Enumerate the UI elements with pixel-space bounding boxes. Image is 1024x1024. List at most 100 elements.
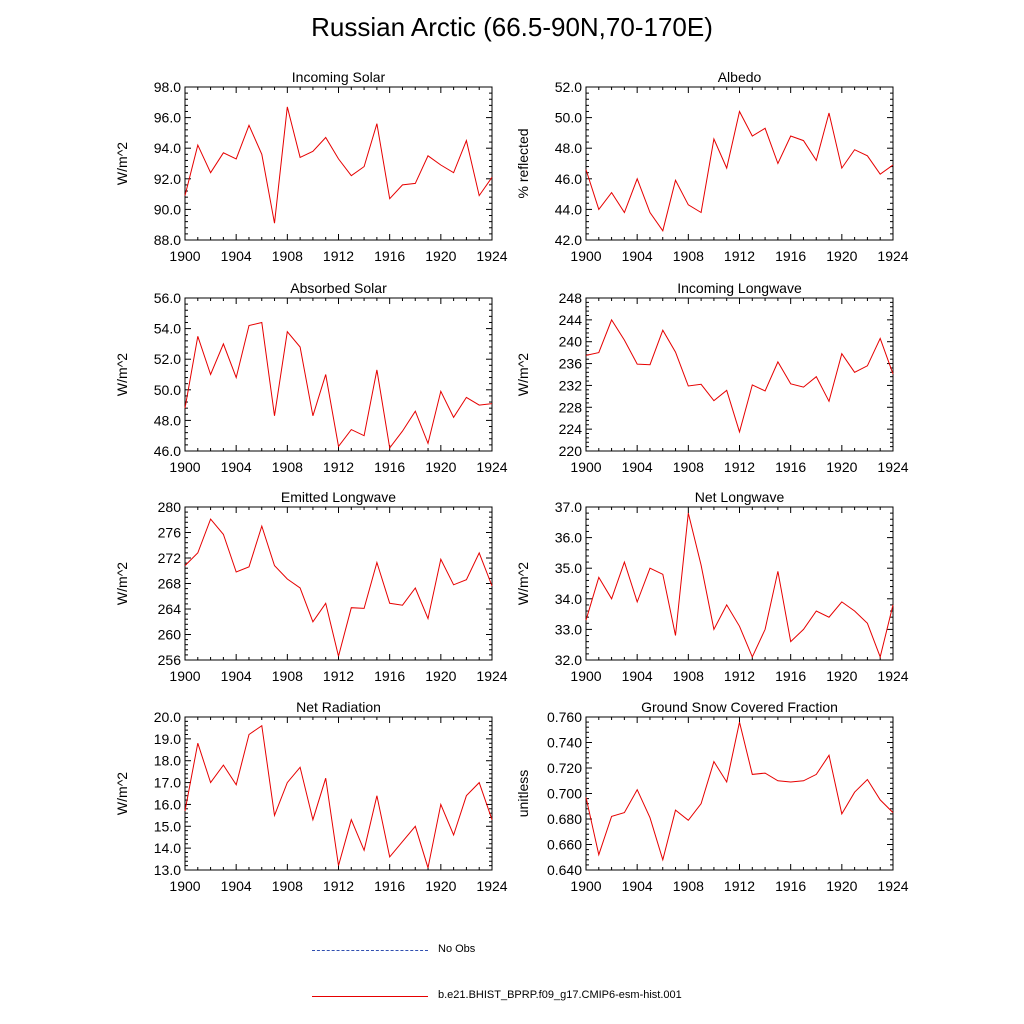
y-tick-label: 256 <box>158 652 182 668</box>
x-tick-label: 1924 <box>877 248 908 264</box>
legend-obs-label: No Obs <box>438 943 476 955</box>
series-line-model <box>585 721 894 862</box>
chart-title: Ground Snow Covered Fraction <box>641 699 838 715</box>
y-tick-label: 88.0 <box>154 232 181 248</box>
x-tick-label: 1924 <box>877 878 908 894</box>
chart-emitted-longwave: Emitted Longwave W/m^2 256 260 264 268 272 276 2… <box>114 489 508 684</box>
x-tick-label: 1912 <box>323 459 354 475</box>
y-tick-label: 244 <box>559 312 583 328</box>
x-tick-label: 1916 <box>775 459 806 475</box>
x-tick-label: 1920 <box>425 878 456 894</box>
x-tick-label: 1908 <box>272 668 303 684</box>
chart-title: Net Radiation <box>296 699 381 715</box>
x-tick-label: 1916 <box>374 878 405 894</box>
x-tick-label: 1916 <box>374 248 405 264</box>
y-tick-label: 48.0 <box>555 140 582 156</box>
x-tick-label: 1908 <box>673 459 704 475</box>
y-axis-label: unitless <box>515 770 531 817</box>
y-tick-label: 96.0 <box>154 110 181 126</box>
x-tick-label: 1920 <box>826 459 857 475</box>
y-axis-label: W/m^2 <box>114 142 130 185</box>
plot-frame <box>585 86 894 241</box>
y-tick-label: 90.0 <box>154 201 181 217</box>
y-tick-label: 94.0 <box>154 140 181 156</box>
y-tick-label: 224 <box>559 421 583 437</box>
y-tick-label: 44.0 <box>555 201 582 217</box>
y-tick-label: 52.0 <box>154 351 181 367</box>
x-tick-label: 1920 <box>826 248 857 264</box>
chart-albedo: Albedo % reflected 42.0 44.0 46.0 48.0 50.0 52.… <box>515 69 909 264</box>
y-tick-label: 54.0 <box>154 321 181 337</box>
chart-absorbed-solar: Absorbed Solar W/m^2 46.0 48.0 50.0 52.0 54.0 5… <box>114 280 508 475</box>
y-tick-label: 52.0 <box>555 79 582 95</box>
y-tick-label: 19.0 <box>154 731 181 747</box>
y-axis-label: W/m^2 <box>114 772 130 815</box>
plot-frame <box>184 716 493 871</box>
x-tick-label: 1920 <box>826 668 857 684</box>
chart-ground-snow-covered-fraction: Ground Snow Covered Fraction unitless 0.64… <box>515 699 909 894</box>
chart-title: Albedo <box>718 69 762 85</box>
main-title: Russian Arctic (66.5-90N,70-170E) <box>311 12 713 42</box>
y-tick-label: 0.700 <box>547 786 582 802</box>
series-line-model <box>184 321 493 450</box>
y-tick-label: 240 <box>559 334 583 350</box>
x-tick-label: 1916 <box>775 878 806 894</box>
y-tick-label: 260 <box>158 627 182 643</box>
x-tick-label: 1900 <box>570 248 601 264</box>
y-tick-label: 264 <box>158 601 182 617</box>
y-tick-label: 272 <box>158 550 182 566</box>
y-tick-label: 236 <box>559 356 583 372</box>
y-tick-label: 15.0 <box>154 818 181 834</box>
x-tick-label: 1924 <box>476 459 507 475</box>
x-tick-label: 1916 <box>775 668 806 684</box>
x-tick-label: 1904 <box>221 878 252 894</box>
series-line-model <box>585 512 894 659</box>
y-tick-label: 50.0 <box>154 382 181 398</box>
y-tick-label: 0.680 <box>547 811 582 827</box>
plot-frame <box>585 506 894 661</box>
plot-frame <box>585 297 894 452</box>
y-tick-label: 35.0 <box>555 560 582 576</box>
y-axis-label: W/m^2 <box>114 562 130 605</box>
x-tick-label: 1920 <box>425 459 456 475</box>
y-tick-label: 46.0 <box>555 171 582 187</box>
y-tick-label: 20.0 <box>154 709 181 725</box>
y-tick-label: 248 <box>559 290 583 306</box>
y-tick-label: 0.660 <box>547 837 582 853</box>
series-line-model <box>585 318 894 434</box>
chart-title: Incoming Longwave <box>677 280 802 296</box>
x-tick-label: 1912 <box>323 668 354 684</box>
y-tick-label: 268 <box>158 576 182 592</box>
chart-title: Net Longwave <box>695 489 785 505</box>
y-tick-label: 14.0 <box>154 840 181 856</box>
y-tick-label: 37.0 <box>555 499 582 515</box>
y-tick-label: 220 <box>559 443 583 459</box>
x-tick-label: 1912 <box>323 248 354 264</box>
y-axis-label: % reflected <box>515 128 531 198</box>
y-tick-label: 48.0 <box>154 412 181 428</box>
y-tick-label: 0.740 <box>547 735 582 751</box>
chart-incoming-solar: Incoming Solar W/m^2 88.0 90.0 92.0 94.0 96.0 9… <box>114 69 508 264</box>
series-line-model <box>585 110 894 232</box>
y-tick-label: 33.0 <box>555 621 582 637</box>
y-tick-label: 56.0 <box>154 290 181 306</box>
y-axis-label: W/m^2 <box>515 353 531 396</box>
x-tick-label: 1900 <box>169 459 200 475</box>
x-tick-label: 1900 <box>570 668 601 684</box>
x-tick-label: 1912 <box>323 878 354 894</box>
y-tick-label: 276 <box>158 525 182 541</box>
x-tick-label: 1908 <box>673 248 704 264</box>
y-tick-label: 92.0 <box>154 171 181 187</box>
legend-model-label: b.e21.BHIST_BPRP.f09_g17.CMIP6-esm-hist.… <box>438 989 682 1001</box>
x-tick-label: 1924 <box>476 668 507 684</box>
chart-net-longwave: Net Longwave W/m^2 32.0 33.0 34.0 35.0 36.0 37.… <box>515 489 909 684</box>
plot-frame <box>585 716 894 871</box>
y-tick-label: 46.0 <box>154 443 181 459</box>
x-tick-label: 1920 <box>425 668 456 684</box>
legend-model-line <box>312 996 428 997</box>
chart-incoming-longwave: Incoming Longwave W/m^2 220 224 228 232 236 240… <box>515 280 909 475</box>
y-tick-label: 280 <box>158 499 182 515</box>
y-tick-label: 34.0 <box>555 591 582 607</box>
x-tick-label: 1908 <box>272 459 303 475</box>
